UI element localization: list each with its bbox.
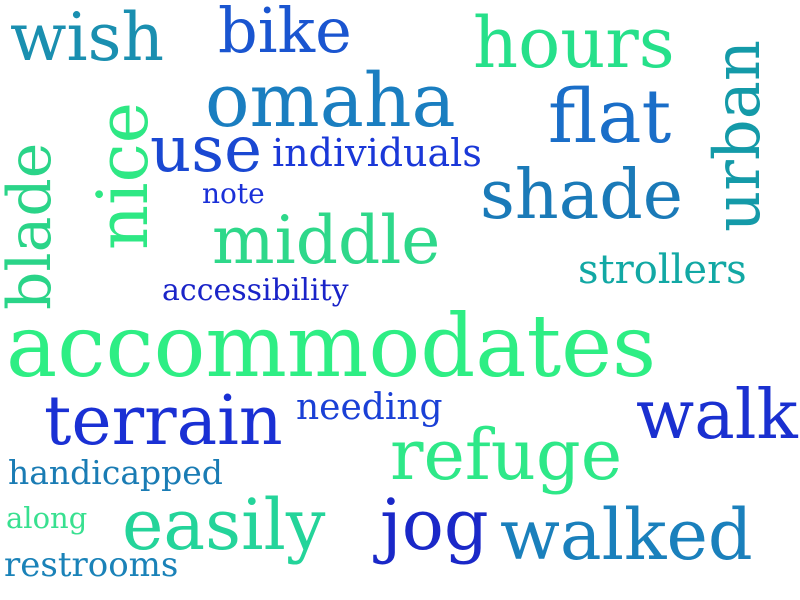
word-accessibility: accessibility — [162, 273, 349, 308]
word-jog: jog — [380, 484, 489, 566]
word-wish: wish — [10, 0, 164, 76]
word-walk: walk — [636, 376, 798, 455]
word-accommodates: accommodates — [6, 297, 657, 397]
word-urban: urban — [701, 39, 775, 232]
word-use: use — [150, 113, 262, 187]
word-refuge: refuge — [390, 414, 623, 496]
word-strollers: strollers — [578, 247, 747, 293]
word-omaha: omaha — [205, 58, 456, 144]
word-flat: flat — [548, 74, 672, 160]
word-middle: middle — [212, 202, 441, 279]
word-hours: hours — [473, 2, 675, 84]
word-bike: bike — [218, 0, 352, 67]
word-needing: needing — [296, 387, 443, 428]
word-walked: walked — [500, 494, 753, 576]
word-note: note — [202, 177, 265, 210]
word-individuals: individuals — [272, 131, 482, 175]
word-handicapped: handicapped — [8, 453, 223, 492]
word-shade: shade — [480, 156, 684, 235]
word-terrain: terrain — [44, 382, 283, 461]
word-blade: blade — [0, 142, 65, 310]
word-restrooms: restrooms — [4, 545, 179, 585]
word-nice: nice — [82, 101, 164, 250]
word-along: along — [6, 501, 88, 535]
word-easily: easily — [122, 484, 326, 566]
